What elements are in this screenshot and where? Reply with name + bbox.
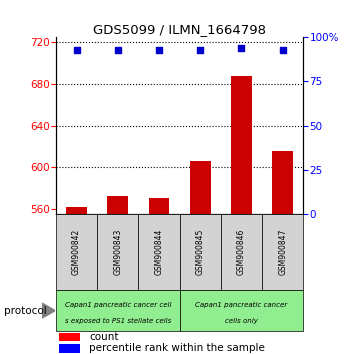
Point (239, 45, 244, 51)
Text: GSM900847: GSM900847 (278, 229, 287, 275)
Bar (180, 290, 303, 331)
Bar (56, 290, 180, 331)
Bar (108, 196, 128, 354)
Text: s exposed to PS1 stellate cells: s exposed to PS1 stellate cells (65, 318, 171, 324)
Text: count: count (89, 332, 119, 342)
Text: Capan1 pancreatic cancer cell: Capan1 pancreatic cancer cell (65, 302, 171, 308)
Bar (272, 151, 293, 354)
Point (280, 47, 286, 52)
Point (156, 47, 162, 52)
Bar (97, 214, 138, 290)
Text: cells only: cells only (225, 318, 258, 324)
Text: GSM900843: GSM900843 (113, 229, 122, 275)
Bar (138, 214, 180, 290)
Text: Capan1 pancreatic cancer: Capan1 pancreatic cancer (195, 302, 287, 308)
Bar (231, 76, 252, 354)
Point (197, 47, 203, 52)
Bar (59, 344, 80, 353)
Title: GDS5099 / ILMN_1664798: GDS5099 / ILMN_1664798 (93, 23, 266, 36)
Bar (149, 198, 169, 354)
Text: percentile rank within the sample: percentile rank within the sample (89, 343, 265, 354)
Text: GSM900844: GSM900844 (155, 229, 164, 275)
Point (74, 47, 79, 52)
Bar (59, 333, 80, 341)
Text: GSM900846: GSM900846 (237, 229, 246, 275)
Text: GSM900842: GSM900842 (72, 229, 81, 275)
Bar (180, 214, 221, 290)
Bar (262, 214, 303, 290)
Bar (221, 214, 262, 290)
Text: protocol: protocol (4, 306, 46, 316)
Point (115, 47, 121, 52)
Bar (56, 214, 97, 290)
Text: GSM900845: GSM900845 (196, 229, 205, 275)
Bar (190, 161, 210, 354)
Polygon shape (42, 303, 55, 319)
Bar (66, 207, 87, 354)
